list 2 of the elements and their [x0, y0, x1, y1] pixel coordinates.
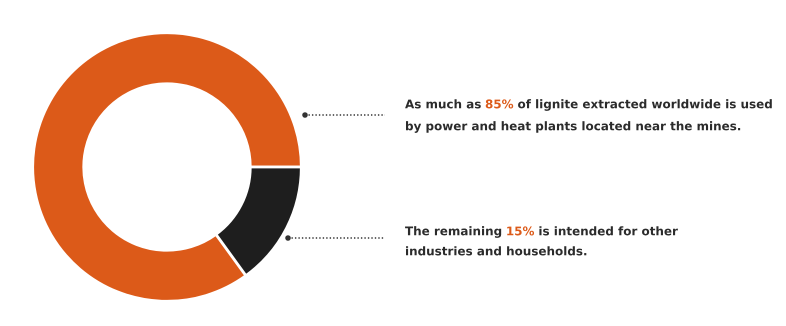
text: The remaining 15% is intended for other industries and households. [405, 226, 678, 256]
text: As much as 85% of lignite extracted worldwide is used by power and heat plants located near the mines. [405, 99, 772, 133]
